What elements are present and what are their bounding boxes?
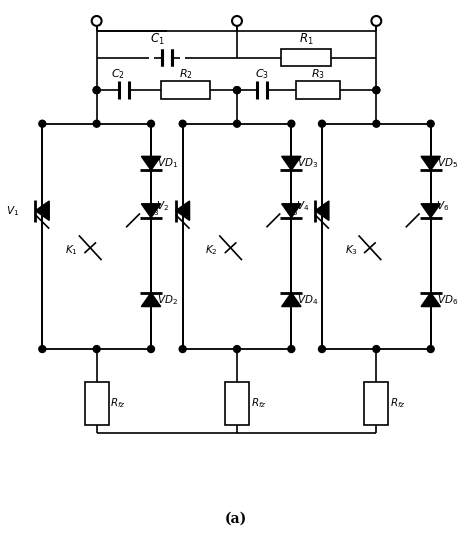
Text: $R_2$: $R_2$ xyxy=(179,68,193,81)
Circle shape xyxy=(93,120,100,127)
Circle shape xyxy=(179,346,186,352)
Bar xyxy=(281,49,331,67)
Polygon shape xyxy=(421,293,440,307)
Circle shape xyxy=(318,120,325,127)
Polygon shape xyxy=(141,156,161,170)
Polygon shape xyxy=(421,204,440,217)
Bar xyxy=(161,81,210,99)
Text: $V_2$: $V_2$ xyxy=(156,199,169,213)
Polygon shape xyxy=(35,201,49,220)
Circle shape xyxy=(234,86,240,93)
Text: $K_1$: $K_1$ xyxy=(65,243,78,257)
Text: $R_{fz}$: $R_{fz}$ xyxy=(390,396,406,410)
Circle shape xyxy=(148,346,155,352)
Polygon shape xyxy=(141,204,161,217)
Text: $V_4$: $V_4$ xyxy=(296,199,309,213)
Circle shape xyxy=(148,120,155,127)
Circle shape xyxy=(373,120,380,127)
Text: $R_{fz}$: $R_{fz}$ xyxy=(111,396,126,410)
Bar xyxy=(296,81,340,99)
Circle shape xyxy=(93,346,100,352)
Circle shape xyxy=(288,120,295,127)
Bar xyxy=(225,382,249,425)
Circle shape xyxy=(427,346,434,352)
Polygon shape xyxy=(421,156,440,170)
Polygon shape xyxy=(176,201,190,220)
Text: $V_6$: $V_6$ xyxy=(436,199,449,213)
Polygon shape xyxy=(141,293,161,307)
Circle shape xyxy=(234,86,240,93)
Circle shape xyxy=(179,120,186,127)
Circle shape xyxy=(427,120,434,127)
Polygon shape xyxy=(281,204,301,217)
Text: $C_1$: $C_1$ xyxy=(149,32,164,47)
Circle shape xyxy=(373,86,380,93)
Text: $R_{fz}$: $R_{fz}$ xyxy=(251,396,266,410)
Text: $VD_3$: $VD_3$ xyxy=(297,156,318,170)
Bar xyxy=(365,382,388,425)
Text: $VD_2$: $VD_2$ xyxy=(157,293,178,307)
Text: $VD_5$: $VD_5$ xyxy=(437,156,458,170)
Circle shape xyxy=(93,86,100,93)
Circle shape xyxy=(234,120,240,127)
Circle shape xyxy=(288,346,295,352)
Circle shape xyxy=(39,120,46,127)
Circle shape xyxy=(39,346,46,352)
Text: $VD_1$: $VD_1$ xyxy=(157,156,178,170)
Text: $C_3$: $C_3$ xyxy=(254,68,269,81)
Bar xyxy=(183,124,291,349)
Circle shape xyxy=(373,346,380,352)
Text: $VD_4$: $VD_4$ xyxy=(297,293,318,307)
Polygon shape xyxy=(281,156,301,170)
Text: (a): (a) xyxy=(225,512,247,526)
Text: $K_2$: $K_2$ xyxy=(205,243,218,257)
Text: $R_3$: $R_3$ xyxy=(311,68,325,81)
Text: $VD_6$: $VD_6$ xyxy=(437,293,458,307)
Circle shape xyxy=(234,346,240,352)
Circle shape xyxy=(318,346,325,352)
Bar xyxy=(42,124,151,349)
Text: $V_3$: $V_3$ xyxy=(146,204,159,217)
Text: $K_3$: $K_3$ xyxy=(345,243,358,257)
Circle shape xyxy=(373,86,380,93)
Bar xyxy=(85,382,108,425)
Text: $C_2$: $C_2$ xyxy=(112,68,125,81)
Polygon shape xyxy=(315,201,329,220)
Bar xyxy=(322,124,431,349)
Text: $V_5$: $V_5$ xyxy=(285,204,298,217)
Polygon shape xyxy=(281,293,301,307)
Circle shape xyxy=(93,86,100,93)
Text: $V_1$: $V_1$ xyxy=(6,204,19,217)
Text: $R_1$: $R_1$ xyxy=(299,32,314,47)
